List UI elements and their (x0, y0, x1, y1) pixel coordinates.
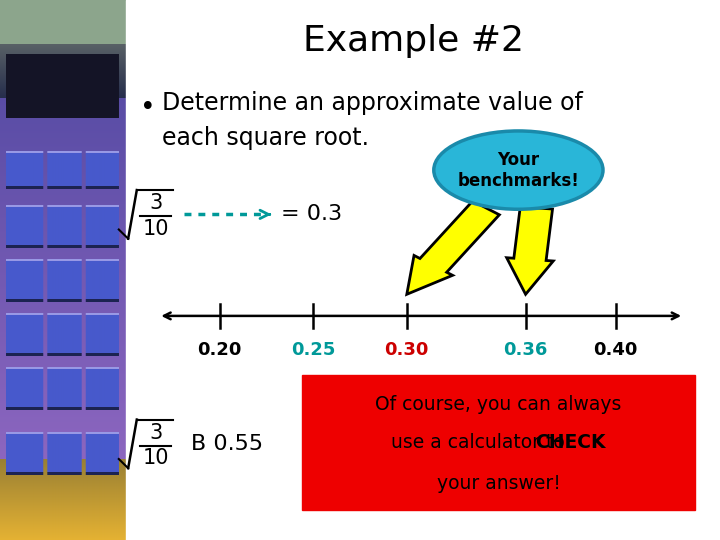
Text: 3: 3 (149, 423, 163, 443)
Text: 0.36: 0.36 (503, 341, 548, 359)
Text: B 0.55: B 0.55 (191, 434, 263, 455)
Ellipse shape (433, 131, 603, 209)
Text: use a calculator to: use a calculator to (391, 433, 570, 453)
Text: each square root.: each square root. (162, 126, 369, 150)
Text: 0.30: 0.30 (384, 341, 429, 359)
Text: Your: Your (498, 151, 539, 170)
Text: •: • (140, 95, 156, 121)
Text: 10: 10 (143, 448, 169, 468)
Text: benchmarks!: benchmarks! (457, 172, 580, 190)
Text: 0.40: 0.40 (593, 341, 638, 359)
Text: 0.20: 0.20 (197, 341, 242, 359)
Text: Of course, you can always: Of course, you can always (375, 395, 622, 415)
FancyArrow shape (407, 201, 500, 294)
Text: Determine an approximate value of: Determine an approximate value of (162, 91, 583, 114)
Bar (126, 0, 720, 540)
Bar (302, 375, 695, 510)
Text: CHECK: CHECK (536, 433, 606, 453)
Text: Example #2: Example #2 (304, 24, 524, 57)
Text: your answer!: your answer! (436, 474, 561, 493)
FancyArrow shape (507, 207, 553, 294)
Text: = 0.3: = 0.3 (281, 204, 342, 225)
Text: 3: 3 (149, 193, 163, 213)
Text: 10: 10 (143, 219, 169, 239)
Text: 0.25: 0.25 (291, 341, 336, 359)
